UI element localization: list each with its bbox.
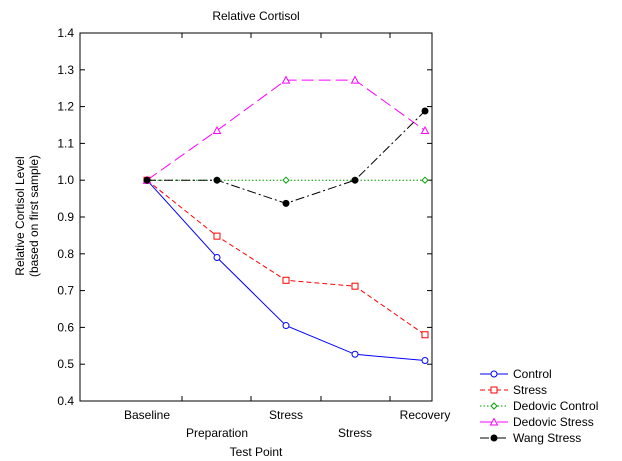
legend-item-dedovic-control: Dedovic Control — [480, 399, 598, 413]
legend-item-control: Control — [480, 367, 552, 381]
data-point-wang-stress — [282, 199, 290, 207]
legend-marker — [490, 370, 498, 378]
y-axis: 0.4 0.5 0.6 0.7 0.8 0.9 1.0 1.1 1.2 1.3 1.4 — [57, 26, 432, 408]
y-tick-label: 1.3 — [57, 63, 74, 77]
data-point-stress — [421, 331, 429, 339]
chart-title: Relative Cortisol — [212, 9, 299, 23]
data-point-wang-stress — [143, 176, 151, 184]
y-tick-label: 0.9 — [57, 210, 74, 224]
x-tick-label: Recovery — [400, 408, 451, 422]
x-axis: Baseline Preparation Stress Stress Recovery — [124, 33, 450, 440]
series-layer — [142, 75, 430, 365]
legend-marker — [490, 434, 498, 442]
series-wang-stress — [143, 107, 429, 207]
y-tick-label: 0.8 — [57, 247, 74, 261]
y-tick-label: 1.0 — [57, 173, 74, 187]
series-line-wang-stress — [147, 110, 426, 204]
data-point-control — [213, 253, 221, 261]
x-axis-label: Test Point — [230, 445, 283, 459]
y-axis-label-line2: (based on first sample) — [27, 155, 41, 277]
legend-marker — [490, 402, 498, 410]
data-point-dedovic-stress — [420, 125, 430, 135]
data-point-dedovic-stress — [212, 125, 222, 135]
x-tick-label: Preparation — [186, 426, 248, 440]
legend-item-wang-stress: Wang Stress — [480, 431, 581, 445]
data-point-control — [351, 350, 359, 358]
legend-label: Dedovic Stress — [513, 415, 594, 429]
x-tick-label: Stress — [269, 408, 303, 422]
series-line-control — [146, 179, 426, 361]
x-tick-label: Baseline — [124, 408, 170, 422]
legend-label: Wang Stress — [513, 431, 581, 445]
data-point-stress — [351, 282, 359, 290]
y-tick-label: 1.4 — [57, 26, 74, 40]
data-point-wang-stress — [351, 176, 359, 184]
data-point-dedovic-stress — [281, 75, 291, 84]
legend-item-dedovic-stress: Dedovic Stress — [480, 415, 594, 429]
data-point-dedovic-control — [282, 176, 290, 184]
y-tick-label: 1.1 — [57, 136, 74, 150]
data-point-control — [282, 322, 290, 330]
y-tick-label: 1.2 — [57, 100, 74, 114]
data-point-dedovic-control — [421, 176, 429, 184]
y-tick-label: 0.5 — [57, 357, 74, 371]
legend-label: Dedovic Control — [513, 399, 598, 413]
data-point-control — [421, 357, 429, 365]
series-dedovic-stress — [142, 75, 430, 184]
y-tick-label: 0.7 — [57, 284, 74, 298]
legend-label: Control — [513, 367, 552, 381]
y-axis-label-line1: Relative Cortisol Level — [13, 156, 27, 275]
legend-item-stress: Stress — [480, 383, 547, 397]
plot-frame — [79, 32, 433, 402]
legend: Control Stress Dedovic Control Dedovic Stre… — [480, 367, 598, 445]
data-point-wang-stress — [421, 107, 429, 115]
data-point-wang-stress — [213, 176, 221, 184]
data-point-stress — [282, 276, 290, 284]
legend-marker — [489, 417, 499, 426]
data-point-stress — [213, 232, 221, 240]
x-tick-label: Stress — [338, 426, 372, 440]
y-tick-label: 0.4 — [57, 394, 74, 408]
data-point-dedovic-stress — [350, 75, 360, 84]
y-tick-label: 0.6 — [57, 320, 74, 334]
legend-label: Stress — [513, 383, 547, 397]
series-line-dedovic-stress — [146, 79, 426, 181]
legend-marker — [490, 386, 498, 394]
